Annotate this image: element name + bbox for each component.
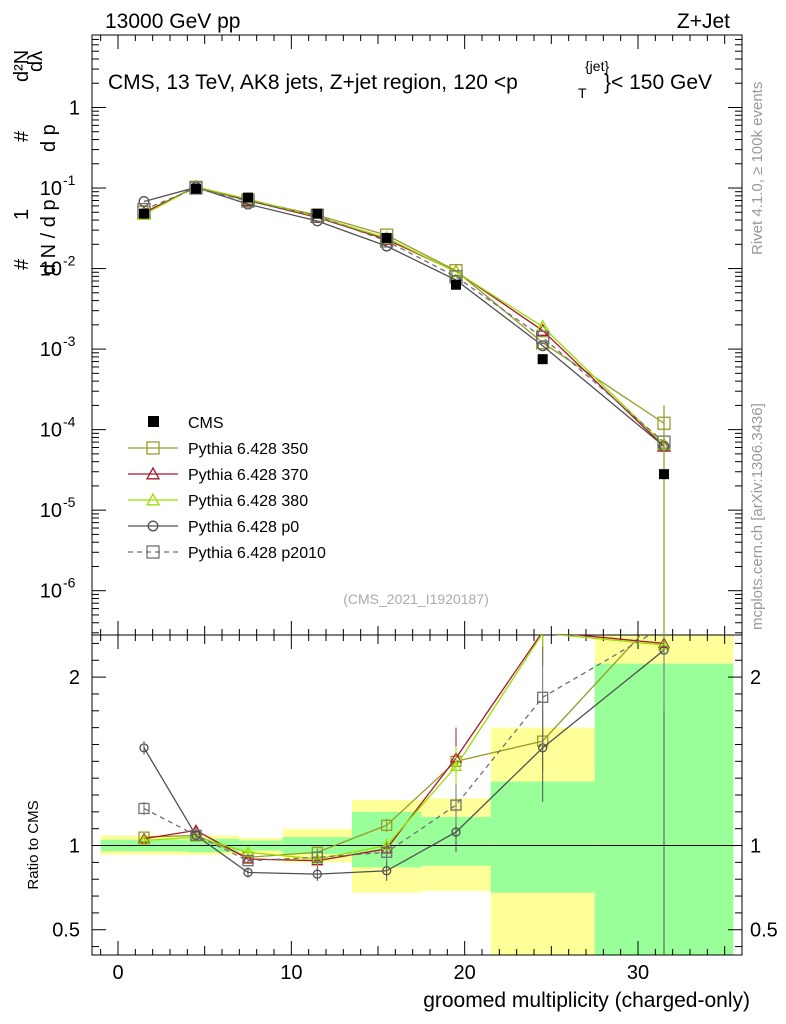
mcplots-label: mcplots.cern.ch [arXiv:1306.3436]: [749, 403, 766, 630]
cms-data-point: [381, 232, 392, 243]
legend-marker-3: [147, 520, 159, 532]
main-y-tick-exponent: -2: [63, 253, 76, 269]
legend-label-3: Pythia 6.428 p0: [188, 519, 299, 536]
x-tick-label: 30: [627, 962, 649, 984]
cms-data-point: [312, 208, 323, 219]
main-line-series-2: [143, 186, 665, 446]
ratio-point-series-3: [191, 830, 201, 841]
ratio-point-series-4: [450, 799, 462, 811]
main-y-tick-label: 1: [69, 97, 80, 119]
ratio-y-tick-label: 0.5: [52, 920, 80, 942]
ylabel-d2N: d²N: [11, 50, 33, 82]
main-line-series-3: [143, 186, 665, 447]
title-tail: }< 150 GeV: [604, 71, 712, 94]
main-point-series-3: [138, 196, 150, 207]
x-axis-label: groomed multiplicity (charged-only): [423, 989, 750, 1012]
legend-marker-cms: [148, 416, 159, 427]
ratio-point-series-3: [139, 743, 149, 753]
main-y-tick-exponent: -4: [63, 414, 76, 430]
x-axis-ticks: 0 10 20 30: [100, 35, 726, 984]
main-y-tick-label: 10: [40, 420, 62, 442]
ratio-point-series-4: [190, 829, 202, 842]
x-tick-label: 20: [454, 962, 476, 984]
main-y-tick-exponent: -1: [63, 172, 76, 188]
ratio-y-axis-ticks: 2 2 1 1 0.5 0.5: [52, 642, 778, 948]
ratio-y-tick-label-right: 1: [750, 836, 761, 858]
ylabel-dp: d p: [38, 124, 60, 152]
ylabel-dN: d N / d p: [38, 199, 60, 275]
legend-label-2: Pythia 6.428 380: [188, 493, 308, 510]
ylabel-hash-2: #: [11, 130, 33, 142]
main-point-series-4: [536, 330, 550, 344]
ratio-point-series-4: [242, 855, 254, 867]
ratio-point-series-3: [312, 869, 322, 879]
ratio-point-series-2: [137, 834, 151, 846]
ratio-point-series-4: [537, 691, 549, 703]
main-y-tick-label: 10: [40, 500, 62, 522]
ratio-line-series-3: [143, 649, 665, 875]
main-series-layer: [136, 179, 672, 635]
ratio-point-series-0: [381, 819, 393, 831]
cms-data-point: [243, 192, 253, 203]
ratio-y-tick-label: 2: [69, 667, 80, 689]
main-y-axis-label: # 1 d N / d p # d p d²N dλ: [11, 50, 60, 275]
rivet-label: Rivet 4.1.0, ≥ 100k events: [749, 82, 766, 255]
cms-data-point: [659, 469, 669, 480]
main-point-series-3: [537, 340, 549, 352]
main-line-series-1: [143, 185, 665, 447]
ylabel-hash-1: #: [11, 258, 33, 270]
main-y-tick-exponent: -5: [63, 494, 76, 510]
ratio-uncertainty-bands: [92, 635, 742, 955]
cms-data-point: [451, 279, 461, 290]
legend-label-cms: CMS: [188, 415, 224, 432]
legend-marker-4: [146, 545, 160, 559]
ratio-y-tick-label-right: 2: [750, 667, 761, 689]
cms-data-point: [139, 208, 149, 219]
title-sup: {jet}: [585, 58, 609, 74]
main-y-tick-exponent: -3: [63, 333, 76, 349]
ratio-y-tick-label: 1: [69, 836, 80, 858]
main-y-tick-label: 10: [40, 259, 62, 281]
ratio-point-series-4: [311, 851, 323, 863]
title-sub: T: [578, 85, 587, 101]
ratio-point-series-4: [381, 846, 393, 858]
title-main: CMS, 13 TeV, AK8 jets, Z+jet region, 120…: [108, 71, 518, 94]
ratio-point-series-3: [382, 866, 392, 876]
ratio-point-series-3: [243, 867, 253, 878]
main-y-tick-label: 10: [40, 581, 62, 603]
cms-data-point: [191, 183, 201, 194]
ratio-point-series-3: [451, 827, 461, 837]
legend-marker-2: [145, 492, 161, 506]
ylabel-dlambda: dλ: [25, 51, 47, 72]
ratio-line-series-2: [143, 635, 665, 860]
main-y-axis-ticks: 110-110-210-310-410-510-6: [40, 38, 742, 634]
legend-label-1: Pythia 6.428 370: [188, 467, 308, 484]
main-line-series-4: [143, 187, 665, 443]
legend: CMS Pythia 6.428 350 Pythia 6.428 370 Pythi…: [128, 415, 326, 562]
ratio-point-series-4: [138, 802, 150, 815]
ratio-point-series-2: [449, 760, 463, 772]
legend-label-0: Pythia 6.428 350: [188, 441, 308, 458]
legend-label-4: Pythia 6.428 p2010: [188, 545, 326, 562]
header-right: Z+Jet: [677, 10, 730, 33]
main-line-series-0: [143, 186, 665, 424]
ratio-y-tick-label-right: 0.5: [750, 920, 778, 942]
main-point-series-4: [189, 181, 203, 195]
ratio-series-layer: [137, 635, 671, 955]
ratio-line-series-4: [143, 635, 651, 862]
x-tick-label: 10: [280, 962, 302, 984]
legend-marker-1: [145, 466, 161, 480]
chart-title: CMS, 13 TeV, AK8 jets, Z+jet region, 120…: [108, 58, 712, 101]
legend-marker-0: [146, 441, 160, 455]
analysis-tag: (CMS_2021_I1920187): [343, 591, 489, 607]
main-y-tick-label: 10: [40, 339, 62, 361]
header-left: 13000 GeV pp: [105, 10, 240, 33]
ratio-y-axis-label: Ratio to CMS: [25, 800, 42, 889]
x-tick-label: 0: [112, 962, 123, 984]
ylabel-one: 1: [11, 209, 33, 220]
cms-data-point: [537, 354, 548, 365]
main-y-tick-exponent: -6: [63, 575, 76, 591]
main-y-tick-label: 10: [40, 178, 62, 200]
